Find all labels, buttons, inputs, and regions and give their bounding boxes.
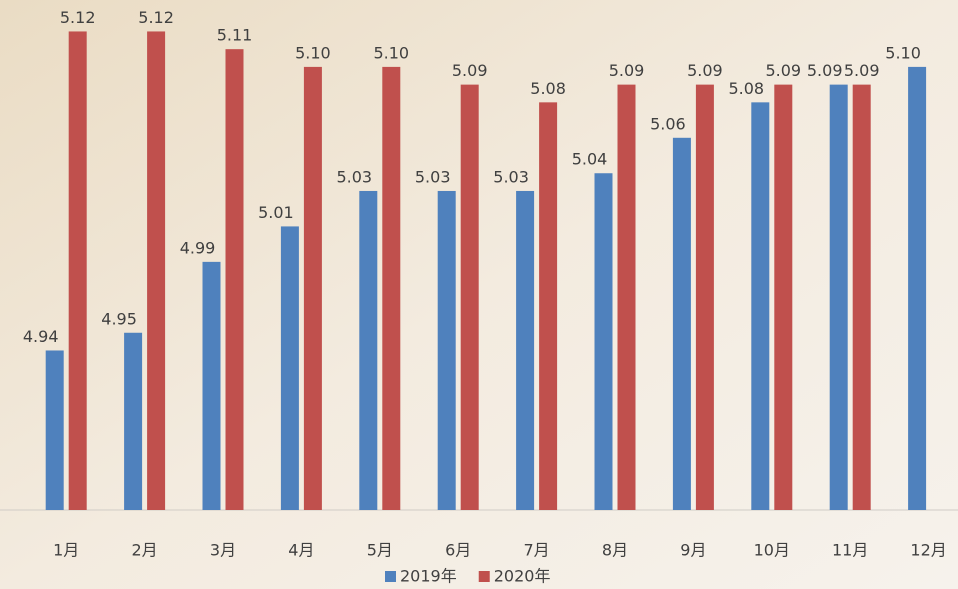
legend-label: 2020年 bbox=[494, 567, 551, 586]
bar bbox=[382, 66, 401, 511]
value-label: 4.95 bbox=[101, 309, 137, 328]
x-tick-label: 4月 bbox=[288, 541, 314, 560]
value-label: 5.04 bbox=[572, 150, 608, 169]
bar bbox=[359, 190, 378, 510]
x-tick-label: 5月 bbox=[367, 541, 393, 560]
value-label: 5.03 bbox=[415, 167, 451, 186]
value-label: 5.09 bbox=[687, 61, 723, 80]
x-tick-label: 2月 bbox=[132, 541, 158, 560]
bar bbox=[68, 31, 87, 511]
value-label: 5.12 bbox=[138, 8, 174, 27]
legend-label: 2019年 bbox=[400, 567, 457, 586]
bar bbox=[617, 84, 636, 510]
x-tick-label: 8月 bbox=[602, 541, 628, 560]
value-label: 4.99 bbox=[180, 238, 216, 257]
value-label: 5.09 bbox=[765, 61, 801, 80]
x-tick-label: 10月 bbox=[754, 541, 790, 560]
bar bbox=[594, 173, 613, 510]
bar bbox=[516, 190, 535, 510]
value-label: 5.09 bbox=[452, 61, 488, 80]
value-label: 5.09 bbox=[609, 61, 645, 80]
x-tick-label: 3月 bbox=[210, 541, 236, 560]
value-label: 5.12 bbox=[60, 8, 96, 27]
legend-swatch bbox=[385, 571, 396, 582]
bar bbox=[303, 66, 322, 511]
value-label: 5.08 bbox=[728, 79, 764, 98]
bar bbox=[460, 84, 479, 510]
bar bbox=[774, 84, 793, 510]
value-label: 5.10 bbox=[885, 43, 921, 62]
value-label: 5.11 bbox=[217, 26, 253, 45]
bar bbox=[539, 102, 558, 511]
value-label: 5.01 bbox=[258, 203, 294, 222]
bar bbox=[124, 332, 143, 510]
x-tick-label: 9月 bbox=[680, 541, 706, 560]
bar bbox=[147, 31, 166, 511]
value-label: 5.08 bbox=[530, 79, 566, 98]
bar bbox=[225, 49, 244, 510]
bar bbox=[45, 350, 64, 510]
bar bbox=[437, 190, 456, 510]
x-tick-label: 1月 bbox=[53, 541, 79, 560]
bar bbox=[695, 84, 714, 510]
bar bbox=[751, 102, 770, 511]
value-label: 5.03 bbox=[493, 167, 529, 186]
legend-swatch bbox=[478, 571, 490, 582]
value-label: 5.06 bbox=[650, 114, 686, 133]
bar bbox=[202, 261, 221, 510]
bar bbox=[852, 84, 871, 510]
value-label: 5.03 bbox=[336, 167, 372, 186]
bar bbox=[829, 84, 848, 510]
bar bbox=[280, 226, 299, 510]
x-tick-label: 11月 bbox=[832, 541, 868, 560]
value-label: 4.94 bbox=[23, 327, 59, 346]
x-tick-label: 7月 bbox=[524, 541, 550, 560]
value-label: 5.10 bbox=[373, 43, 409, 62]
value-label: 5.09 bbox=[807, 61, 843, 80]
x-tick-label: 12月 bbox=[910, 541, 946, 560]
value-label: 5.10 bbox=[295, 43, 331, 62]
x-tick-label: 6月 bbox=[445, 541, 471, 560]
bar bbox=[672, 137, 691, 511]
value-label: 5.09 bbox=[844, 61, 880, 80]
bar bbox=[908, 66, 927, 511]
